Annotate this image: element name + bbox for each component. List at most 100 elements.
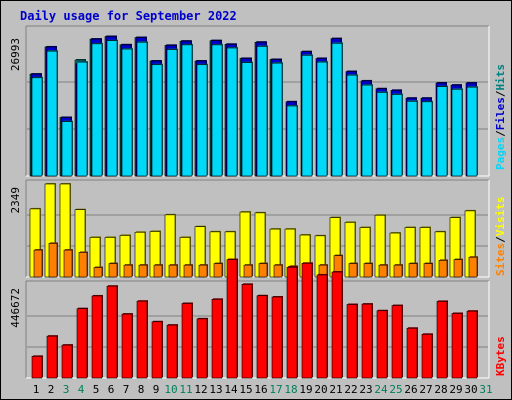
bar-pages (211, 44, 223, 177)
bar-sites (393, 264, 403, 278)
bar-sites (153, 264, 163, 278)
bar-pages (451, 88, 463, 177)
y-axis-max-label: 2349 (9, 187, 22, 214)
x-tick-label: 6 (108, 383, 115, 396)
bar-pages (166, 49, 178, 177)
bar-pages (76, 61, 88, 177)
bar-sites (63, 249, 73, 278)
bar-pages (421, 101, 433, 177)
x-tick-label: 31 (479, 383, 492, 396)
bar-sites (243, 264, 253, 278)
bar-kbytes (211, 298, 223, 379)
series-pages (31, 39, 478, 177)
panel-kbytes: 446672 KBytes (9, 258, 507, 379)
bar-pages (406, 101, 418, 177)
bar-sites (378, 264, 388, 278)
bar-kbytes (361, 303, 373, 379)
bar-sites (33, 249, 43, 278)
x-tick-label: 29 (449, 383, 462, 396)
x-tick-label: 4 (78, 383, 85, 396)
legend-kbytes: KBytes (494, 336, 507, 376)
bar-kbytes (451, 313, 463, 379)
x-tick-label: 16 (254, 383, 267, 396)
bar-sites (468, 256, 478, 278)
bar-sites (438, 260, 448, 278)
bar-kbytes (286, 266, 298, 379)
bar-sites (183, 264, 193, 278)
x-tick-label: 14 (224, 383, 238, 396)
legend-separator: / (494, 130, 507, 137)
x-tick-label: 22 (344, 383, 357, 396)
bar-sites (408, 263, 418, 278)
legend-item: Files (494, 97, 507, 130)
bar-pages (316, 61, 328, 177)
bar-pages (151, 64, 163, 177)
bar-kbytes (61, 344, 73, 379)
bar-pages (91, 43, 103, 177)
chart-title: Daily usage for September 2022 (20, 9, 237, 23)
bar-kbytes (271, 296, 283, 379)
bar-sites (273, 264, 283, 278)
x-tick-label: 18 (284, 383, 297, 396)
bar-kbytes (181, 303, 193, 379)
bar-sites (348, 263, 358, 278)
bar-kbytes (106, 285, 118, 379)
bar-pages (31, 77, 43, 177)
bar-kbytes (406, 327, 418, 379)
x-tick-label: 9 (153, 383, 160, 396)
series-visits (29, 183, 476, 278)
bar-pages (376, 92, 388, 177)
panel-hits-files-pages: 26993 Pages/Files/Hits (9, 25, 507, 177)
bar-kbytes (466, 310, 478, 379)
x-tick-label: 30 (464, 383, 477, 396)
legend-item: Visits (494, 197, 507, 237)
bar-pages (226, 47, 238, 177)
x-tick-label: 13 (209, 383, 222, 396)
bar-kbytes (226, 259, 238, 379)
bar-kbytes (331, 271, 343, 379)
x-tick-label: 15 (239, 383, 252, 396)
bar-pages (286, 105, 298, 177)
panel-visits-sites: 2349 Sites/Visits (9, 179, 507, 278)
legend-visits-sites: Sites/Visits (494, 197, 507, 277)
x-tick-label: 2 (48, 383, 55, 396)
bar-kbytes (31, 356, 43, 379)
legend-item: Pages (494, 137, 507, 170)
chart-panels: 26993Pages/Files/Hits2349Sites/Visits446… (9, 25, 507, 379)
x-tick-label: 8 (138, 383, 145, 396)
y-axis-max-label: 446672 (9, 288, 22, 328)
bar-kbytes (196, 318, 208, 379)
bar-kbytes (46, 335, 58, 379)
bar-pages (196, 64, 208, 177)
x-tick-label: 11 (179, 383, 192, 396)
bar-pages (181, 44, 193, 177)
x-axis-labels: 1 2 3 4 5 6 7 8 9 10 11 12 13 14 15 16 17 18 19 20 21 22 23 24 2… (33, 383, 493, 396)
x-tick-label: 21 (329, 383, 342, 396)
bar-kbytes (421, 333, 433, 379)
x-tick-label: 7 (123, 383, 130, 396)
bar-sites (48, 243, 58, 278)
bar-pages (301, 55, 313, 177)
y-axis-max-label: 26993 (9, 38, 22, 71)
bar-pages (46, 50, 58, 177)
x-tick-label: 17 (269, 383, 282, 396)
bar-kbytes (436, 301, 448, 379)
legend-item: KBytes (494, 336, 507, 376)
bar-kbytes (136, 300, 148, 379)
bar-pages (331, 43, 343, 177)
bar-pages (436, 86, 448, 177)
bar-pages (121, 48, 133, 177)
bar-kbytes (316, 274, 328, 379)
bar-kbytes (391, 305, 403, 379)
bar-sites (198, 264, 208, 278)
bar-kbytes (151, 321, 163, 379)
bar-pages (241, 62, 253, 177)
legend-item: Sites (494, 243, 507, 276)
bar-sites (168, 264, 178, 278)
bar-pages (361, 84, 373, 177)
x-tick-label: 27 (419, 383, 432, 396)
bar-pages (61, 121, 73, 177)
x-tick-label: 24 (374, 383, 388, 396)
legend-hits-files-pages: Pages/Files/Hits (494, 64, 507, 170)
